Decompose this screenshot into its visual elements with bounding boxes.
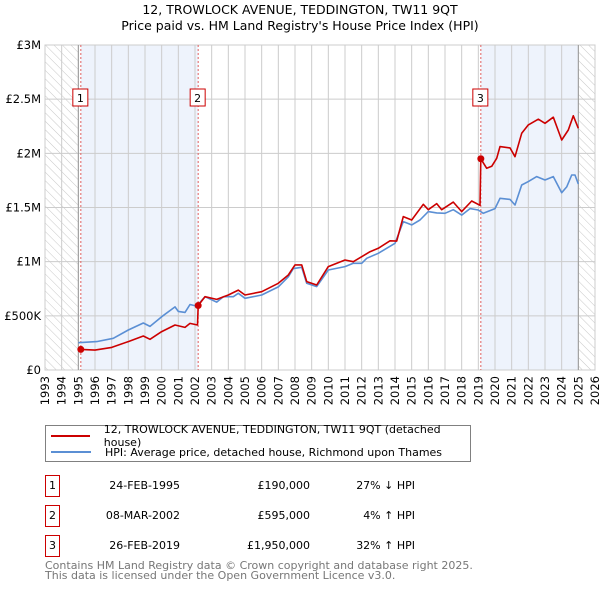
y-tick-label: £2M (16, 146, 41, 160)
legend-item-hpi: HPI: Average price, detached house, Rich… (46, 444, 442, 460)
x-tick-label: 2017 (438, 376, 452, 405)
x-tick-label: 2025 (571, 376, 585, 405)
x-tick-label: 2015 (405, 376, 419, 405)
transaction-number: 3 (45, 535, 60, 557)
x-tick-label: 1997 (105, 376, 119, 405)
property-price-line (80, 115, 580, 351)
transaction-price: £1,950,000 (247, 539, 310, 552)
y-tick-label: £3M (16, 38, 41, 52)
x-tick-label: 2011 (338, 376, 352, 405)
x-tick-label: 1998 (121, 376, 135, 405)
x-tick-label: 1999 (138, 376, 152, 405)
plot-frame (44, 44, 596, 371)
x-tick-label: 2009 (305, 376, 319, 405)
footer-copyright: Contains HM Land Registry data © Crown c… (45, 559, 473, 572)
x-tick-label: 2001 (171, 376, 185, 405)
x-tick-label: 2020 (488, 376, 502, 405)
hpi-line (78, 174, 580, 344)
x-tick-label: 2016 (421, 376, 435, 405)
transaction-hpi-diff: 4% ↑ HPI (363, 509, 415, 522)
x-tick-label: 2006 (255, 376, 269, 405)
sale-point-marker (77, 345, 85, 353)
x-tick-label: 2018 (455, 376, 469, 405)
legend-label-property: 12, TROWLOCK AVENUE, TEDDINGTON, TW11 9Q… (103, 423, 441, 449)
chart-subtitle: Price paid vs. HM Land Registry's House … (121, 18, 479, 33)
x-tick-label: 2004 (221, 376, 235, 405)
sale-label-number: 2 (194, 92, 201, 105)
chart-legend: 12, TROWLOCK AVENUE, TEDDINGTON, TW11 9Q… (45, 423, 471, 462)
transaction-number: 1 (45, 475, 60, 497)
sale-label-box (189, 88, 206, 107)
transaction-row: 3 26-FEB-2019 £1,950,000 32% ↑ HPI (45, 535, 465, 557)
x-tick-label: 2024 (555, 376, 569, 405)
x-tick-label: 2012 (355, 376, 369, 405)
x-tick-label: 2002 (188, 376, 202, 405)
transaction-date: 24-FEB-1995 (109, 479, 180, 492)
transaction-date: 08-MAR-2002 (105, 509, 180, 522)
transaction-price: £595,000 (257, 509, 311, 522)
legend-swatch-red (51, 435, 90, 437)
x-tick-label: 2003 (205, 376, 219, 405)
x-tick-label: 1995 (71, 376, 85, 405)
sale-label-number: 3 (477, 92, 484, 105)
y-tick-label: £0 (26, 363, 41, 377)
x-tick-label: 2007 (271, 376, 285, 405)
transaction-date: 26-FEB-2019 (109, 539, 180, 552)
y-tick-label: £1.5M (5, 201, 41, 215)
x-tick-label: 2013 (371, 376, 385, 405)
transaction-hpi-diff: 32% ↑ HPI (356, 539, 415, 552)
chart-title-address: 12, TROWLOCK AVENUE, TEDDINGTON, TW11 9Q… (142, 2, 458, 17)
x-tick-label: 2022 (521, 376, 535, 405)
x-tick-label: 2026 (588, 376, 600, 405)
x-tick-label: 1993 (38, 376, 52, 405)
sale-point-marker (477, 155, 485, 163)
price-chart: 1993 1994 1995 1996 1997 1998 1999 2000 2001 2002… (4, 38, 600, 405)
x-tick-label: 2021 (505, 376, 519, 405)
y-tick-label: £2.5M (5, 92, 41, 106)
footer-licence: This data is licensed under the Open Gov… (45, 569, 396, 582)
x-tick-label: 2005 (238, 376, 252, 405)
y-tick-label: £500K (4, 309, 41, 323)
sale-label-number: 1 (77, 92, 84, 105)
x-tick-label: 2000 (155, 376, 169, 405)
footer-attribution: Contains HM Land Registry data © Crown c… (45, 559, 473, 582)
sale-point-marker (194, 302, 202, 310)
x-tick-label: 2014 (388, 376, 402, 405)
transaction-row: 2 08-MAR-2002 £595,000 4% ↑ HPI (45, 505, 465, 527)
x-tick-label: 2010 (321, 376, 335, 405)
x-tick-label: 1996 (88, 376, 102, 405)
x-tick-label: 2019 (471, 376, 485, 405)
legend-label-hpi: HPI: Average price, detached house, Rich… (105, 445, 443, 459)
legend-swatch-blue (51, 451, 91, 453)
transaction-row: 1 24-FEB-1995 £190,000 27% ↓ HPI (45, 475, 465, 497)
transaction-price: £190,000 (257, 479, 311, 492)
sale-label-box (472, 88, 489, 107)
x-tick-label: 1994 (55, 376, 69, 405)
legend-item-property: 12, TROWLOCK AVENUE, TEDDINGTON, TW11 9Q… (46, 423, 470, 449)
transaction-hpi-diff: 27% ↓ HPI (356, 479, 415, 492)
x-tick-label: 2008 (288, 376, 302, 405)
y-tick-label: £1M (16, 255, 41, 269)
sale-label-box (72, 88, 89, 107)
x-tick-label: 2023 (538, 376, 552, 405)
transaction-number: 2 (45, 505, 60, 527)
